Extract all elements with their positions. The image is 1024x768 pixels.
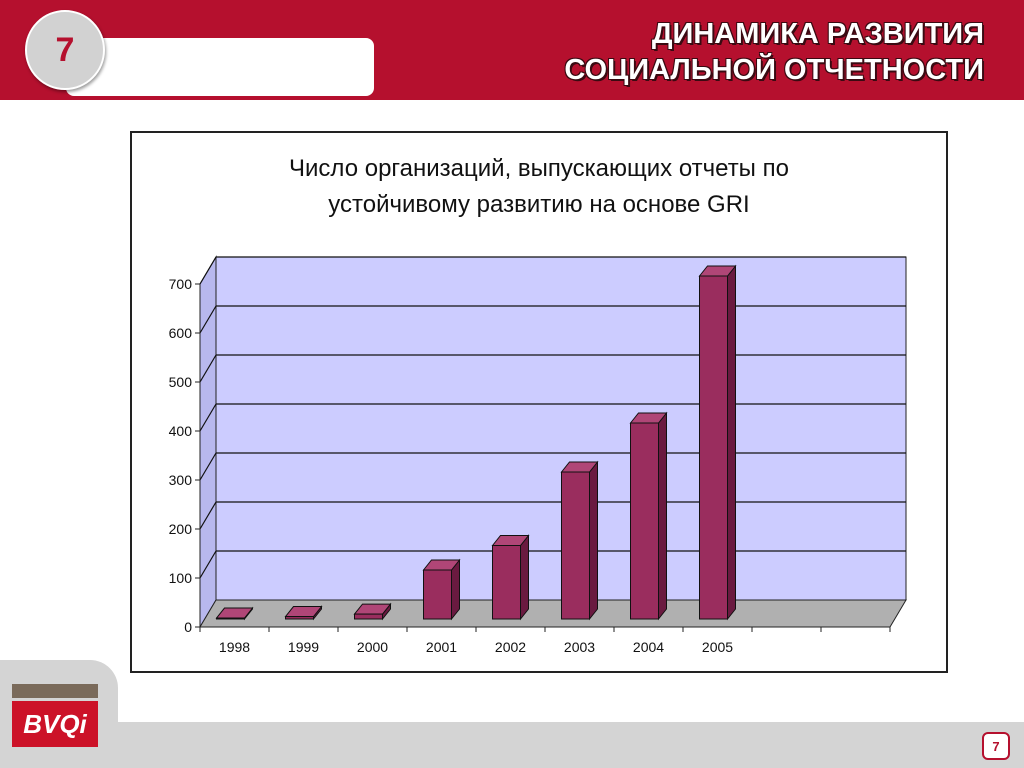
gridline-side bbox=[199, 403, 217, 432]
bar-side bbox=[520, 534, 529, 621]
gridline-side bbox=[199, 501, 217, 530]
gridline-side bbox=[199, 305, 217, 334]
header-label-pill bbox=[66, 38, 374, 96]
gridline-side bbox=[199, 452, 217, 481]
chart-title: Число организаций, выпускающих отчеты по… bbox=[132, 151, 946, 223]
bar bbox=[492, 545, 521, 620]
page-number: 7 bbox=[992, 738, 1000, 754]
header-bar: 7 ДИНАМИКА РАЗВИТИЯ СОЦИАЛЬНОЙ ОТЧЕТНОСТ… bbox=[0, 0, 1024, 100]
logo-text: BVQi bbox=[23, 708, 87, 739]
y-tick-label: 700 bbox=[169, 276, 193, 292]
x-tick-label: 1999 bbox=[288, 639, 319, 655]
bar-side bbox=[589, 460, 598, 621]
y-tick-label: 100 bbox=[169, 570, 193, 586]
bar-side bbox=[727, 264, 736, 621]
bar bbox=[561, 471, 590, 620]
footer-band bbox=[0, 722, 1024, 768]
y-tick-label: 400 bbox=[169, 423, 193, 439]
chart-title-line1: Число организаций, выпускающих отчеты по bbox=[289, 155, 789, 182]
chart-title-line2: устойчивому развитию на основе GRI bbox=[328, 191, 750, 218]
gridline-side bbox=[199, 354, 217, 383]
bar bbox=[216, 617, 245, 620]
slide-number-badge: 7 bbox=[25, 10, 105, 90]
y-tick-label: 600 bbox=[169, 325, 193, 341]
y-tick-label: 300 bbox=[169, 472, 193, 488]
page-number-badge: 7 bbox=[982, 732, 1010, 760]
page-title-line1: ДИНАМИКА РАЗВИТИЯ bbox=[651, 18, 984, 50]
y-tick-label: 500 bbox=[169, 374, 193, 390]
y-tick-label: 200 bbox=[169, 521, 193, 537]
plot-side-wall bbox=[199, 255, 217, 629]
x-tick-label: 2000 bbox=[357, 639, 388, 655]
bar bbox=[285, 616, 314, 620]
page-title-line2: СОЦИАЛЬНОЙ ОТЧЕТНОСТИ bbox=[564, 54, 984, 86]
bar-side bbox=[658, 411, 667, 621]
x-tick-label: 2002 bbox=[495, 639, 526, 655]
bar bbox=[699, 275, 728, 620]
x-tick-label: 2005 bbox=[702, 639, 733, 655]
chart-frame: Число организаций, выпускающих отчеты по… bbox=[130, 131, 948, 673]
logo-stripe bbox=[12, 684, 98, 698]
x-tick-label: 1998 bbox=[219, 639, 250, 655]
bar-chart: 0 100 200 300 400 500 600 700 1998 1999 2000 2001 20… bbox=[169, 255, 907, 655]
slide-number: 7 bbox=[55, 30, 75, 69]
x-tick-label: 2001 bbox=[426, 639, 457, 655]
page-title: ДИНАМИКА РАЗВИТИЯ СОЦИАЛЬНОЙ ОТЧЕТНОСТИ bbox=[564, 16, 984, 88]
gridline-side bbox=[199, 550, 217, 579]
company-logo: BVQi bbox=[12, 701, 98, 747]
bar bbox=[630, 422, 659, 620]
x-tick-label: 2004 bbox=[633, 639, 664, 655]
bar bbox=[423, 569, 452, 620]
gridline-side bbox=[199, 256, 217, 285]
y-tick-label: 0 bbox=[184, 619, 192, 635]
x-tick-label: 2003 bbox=[564, 639, 595, 655]
bar bbox=[354, 613, 383, 620]
